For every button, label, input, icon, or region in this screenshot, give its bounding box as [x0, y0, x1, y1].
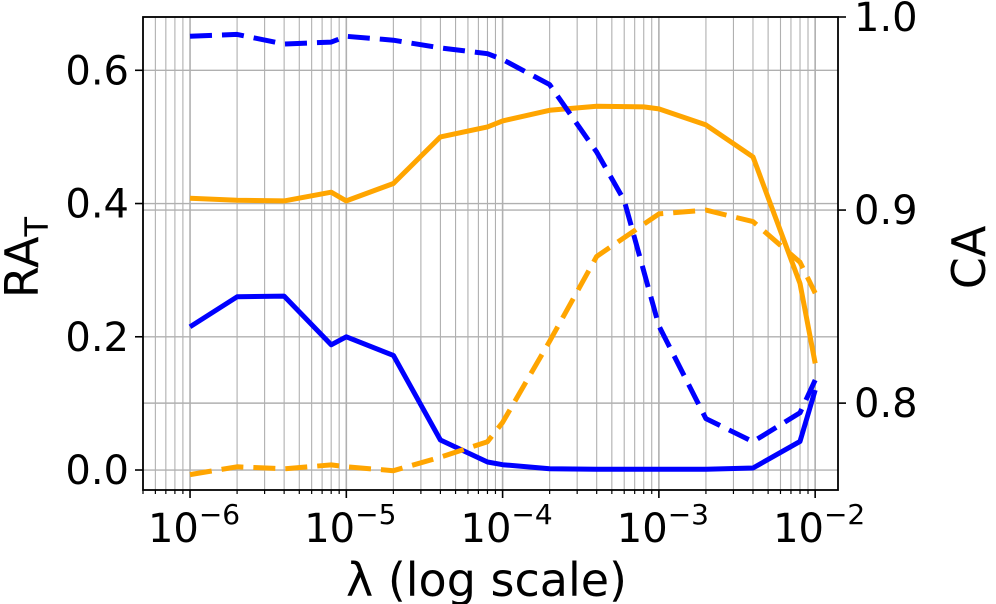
x-tick-label-exponent: −4	[511, 498, 552, 531]
left-solid-series-line	[188, 293, 818, 472]
right-y-tick-label: 0.9	[854, 188, 918, 234]
x-tick-label-exponent: −6	[199, 498, 240, 531]
x-tick-label: 10−3	[617, 498, 709, 552]
series-group	[188, 31, 818, 478]
left-y-axis-ticks: 0.0 0.2 0.4 0.6	[65, 48, 143, 494]
left-y-tick-label: 0.6	[65, 48, 129, 94]
right-y-axis-ticks: 0.8 0.9 1.0	[838, 0, 918, 427]
left-y-tick-label: 0.2	[65, 315, 129, 361]
grid	[142, 16, 838, 490]
left-y-tick-label: 0.4	[65, 182, 129, 228]
x-tick-label: 10−5	[304, 498, 396, 552]
plot-frame	[142, 16, 839, 491]
left-y-axis-label: RAT	[0, 216, 56, 298]
x-axis-label: λ (log scale)	[346, 553, 627, 604]
x-tick-label-base: 10	[773, 506, 824, 552]
right-y-tick-label: 0.8	[854, 381, 918, 427]
left-solid-series-line	[189, 103, 818, 364]
x-tick-label: 10−4	[461, 498, 553, 552]
left-y-axis-label-main: RA	[0, 236, 49, 298]
x-tick-label-base: 10	[617, 506, 668, 552]
left-y-tick-label: 0.0	[65, 448, 129, 494]
x-tick-label-base: 10	[461, 506, 512, 552]
x-tick-label-base: 10	[148, 506, 199, 552]
x-tick-label-base: 10	[304, 506, 355, 552]
x-tick-label: 10−2	[773, 498, 865, 552]
x-tick-label-exponent: −5	[355, 498, 396, 531]
x-tick-label-exponent: −3	[668, 498, 709, 531]
right-y-axis-label: CA	[942, 225, 996, 289]
left-y-axis-label-subscript: T	[18, 216, 56, 237]
x-tick-label: 10−6	[148, 498, 240, 552]
x-axis-ticks: 10−6 10−5 10−4 10−3 10−2	[142, 490, 865, 552]
x-tick-label-exponent: −2	[824, 498, 865, 531]
right-y-tick-label: 1.0	[854, 0, 918, 41]
